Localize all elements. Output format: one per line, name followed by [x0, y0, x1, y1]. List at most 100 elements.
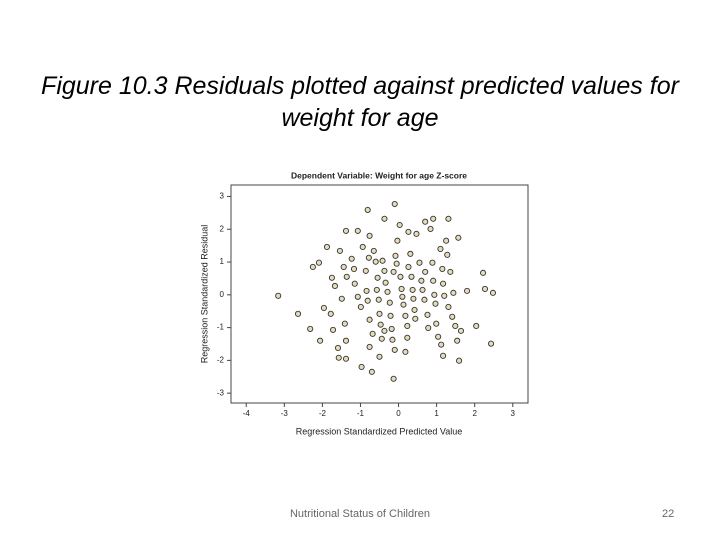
page-number: 22	[662, 508, 675, 520]
scatter-point	[338, 295, 345, 302]
scatter-point	[381, 267, 388, 274]
y-tick-label: 0	[220, 290, 225, 299]
y-tick-label: -2	[217, 355, 225, 364]
scatter-point	[376, 353, 383, 360]
scatter-point	[315, 259, 323, 266]
y-tick-label: 2	[220, 224, 225, 233]
scatter-point	[445, 215, 452, 222]
scatter-point	[381, 215, 388, 222]
scatter-point	[390, 268, 397, 275]
scatter-point	[413, 230, 420, 237]
scatter-point	[341, 320, 348, 327]
scatter-point	[405, 263, 412, 271]
scatter-point	[464, 287, 471, 294]
scatter-point	[387, 312, 394, 319]
scatter-point	[393, 260, 400, 267]
scatter-point	[438, 341, 445, 348]
scatter-point	[369, 330, 376, 337]
scatter-point	[309, 263, 316, 271]
scatter-point	[449, 313, 456, 320]
scatter-point	[431, 291, 438, 298]
scatter-point	[366, 232, 373, 239]
scatter-point	[317, 337, 324, 344]
scatter-point	[473, 322, 480, 330]
scatter-point	[342, 337, 350, 344]
scatter-point	[359, 243, 366, 251]
x-tick-label: 1	[434, 409, 439, 418]
scatter-point	[404, 334, 411, 341]
chart: Dependent Variable: Weight for age Z-sco…	[199, 170, 529, 436]
scatter-point	[488, 340, 495, 347]
scatter-point	[328, 274, 335, 281]
scatter-point	[368, 368, 375, 375]
scatter-point	[388, 325, 395, 332]
scatter-point	[455, 234, 462, 241]
scatter-point	[454, 337, 461, 344]
scatter-point	[363, 287, 370, 294]
scatter-point	[412, 315, 419, 322]
scatter-point	[452, 322, 459, 330]
scatter-point	[407, 250, 414, 257]
scatter-point	[489, 289, 497, 296]
scatter-point	[335, 354, 342, 361]
scatter-point	[364, 206, 371, 213]
scatter-point	[457, 327, 465, 334]
y-tick-label: 3	[220, 192, 225, 201]
scatter-point	[370, 247, 377, 254]
scatter-point	[365, 254, 372, 261]
scatter-point	[444, 251, 451, 258]
scatter-point	[307, 325, 314, 332]
scatter-point	[437, 245, 444, 252]
x-tick-label: -2	[319, 409, 327, 418]
scatter-point	[323, 243, 331, 251]
scatter-point	[440, 352, 447, 359]
scatter-point	[354, 227, 361, 234]
scatter-point	[410, 295, 417, 302]
scatter-point	[422, 268, 429, 275]
scatter-point	[366, 316, 373, 323]
scatter-point	[342, 355, 350, 362]
scatter-point	[362, 267, 369, 274]
scatter-point	[354, 293, 361, 300]
scatter-point	[350, 265, 358, 272]
scatter-point	[480, 269, 487, 276]
chart-title: Dependent Variable: Weight for age Z-sco…	[291, 170, 467, 180]
scatter-point	[430, 277, 437, 284]
scatter-point	[391, 200, 398, 208]
scatter-point	[404, 322, 411, 330]
scatter-point	[375, 296, 382, 303]
scatter-point	[409, 286, 416, 293]
y-tick-label: -1	[217, 323, 225, 332]
scatter-point	[348, 255, 355, 262]
scatter-point	[441, 292, 448, 299]
scatter-point	[440, 280, 447, 287]
scatter-point	[397, 273, 404, 280]
scatter-point	[372, 258, 379, 265]
scatter-point	[435, 333, 442, 340]
scatter-point	[419, 286, 426, 293]
scatter-point	[351, 280, 358, 287]
scatter-point	[432, 300, 439, 307]
scatter-point	[424, 311, 431, 318]
scatter-point	[377, 321, 384, 328]
scatter-point	[429, 259, 436, 266]
scatter-point	[327, 310, 334, 317]
scatter-point	[421, 296, 428, 303]
scatter-point	[386, 299, 393, 306]
scatter-point	[294, 310, 302, 317]
scatter-point	[408, 273, 415, 280]
scatter-point	[378, 335, 385, 342]
scatter-point	[443, 237, 450, 244]
scatter-point	[427, 225, 434, 232]
scatter-point	[481, 285, 489, 292]
scatter-point	[331, 282, 339, 290]
y-tick-label: -3	[217, 388, 225, 397]
scatter-point	[374, 274, 381, 281]
scatter-point	[433, 320, 440, 327]
scatter-point	[399, 293, 406, 300]
scatter-point	[390, 375, 397, 382]
scatter-point	[384, 288, 391, 295]
scatter-point	[373, 286, 380, 293]
scatter-point	[394, 237, 401, 244]
scatter-point	[342, 227, 350, 234]
